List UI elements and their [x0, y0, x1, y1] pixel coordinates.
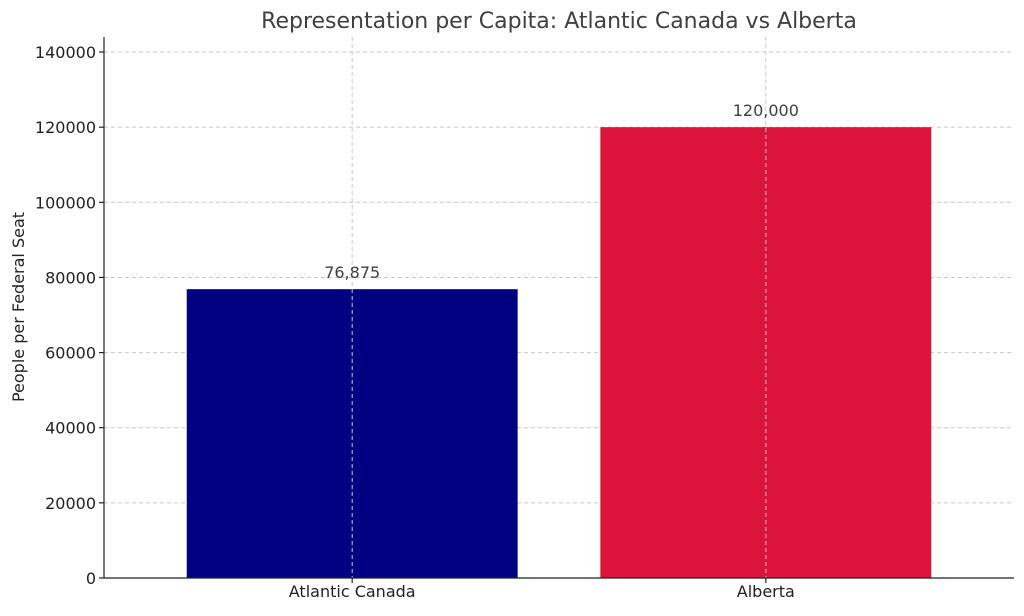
x-tick-label: Alberta — [737, 582, 795, 601]
y-tick-label: 60000 — [45, 344, 96, 363]
data-label: 76,875 — [324, 263, 380, 282]
data-label: 120,000 — [733, 101, 799, 120]
y-tick-label: 140000 — [35, 43, 96, 62]
y-tick-label: 0 — [86, 569, 96, 588]
y-tick-label: 80000 — [45, 268, 96, 287]
y-tick-label: 40000 — [45, 419, 96, 438]
y-tick-label: 120000 — [35, 118, 96, 137]
axes — [99, 37, 1014, 583]
x-tick-label: Atlantic Canada — [289, 582, 416, 601]
labels: 0 20000 40000 60000 80000 100000 120000 140000 A… — [35, 43, 799, 601]
chart-title: Representation per Capita: Atlantic Cana… — [261, 9, 857, 34]
y-axis-label: People per Federal Seat — [9, 212, 28, 402]
y-tick-label: 20000 — [45, 494, 96, 513]
y-tick-label: 100000 — [35, 193, 96, 212]
